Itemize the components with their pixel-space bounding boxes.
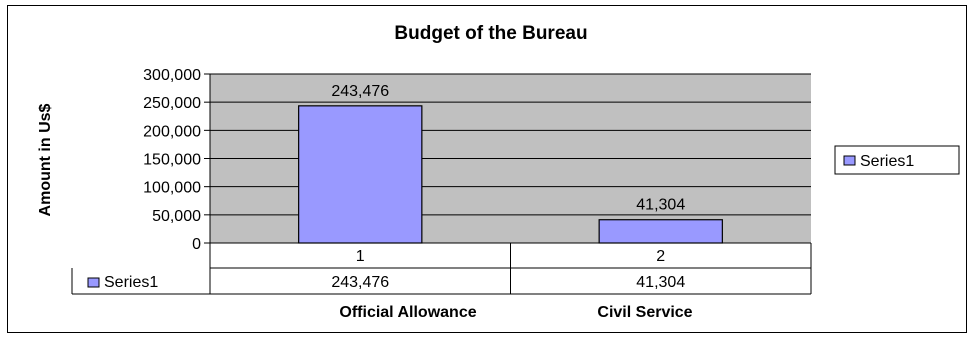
legend: Series1: [834, 145, 960, 175]
y-tick-label: 150,000: [143, 152, 201, 169]
y-tick-label: 100,000: [143, 180, 201, 197]
chart-title: Budget of the Bureau: [394, 23, 587, 44]
table-legend-key: [87, 277, 100, 288]
y-tick-label: 50,000: [152, 208, 201, 225]
data-label: 41,304: [636, 197, 685, 214]
table-value: 41,304: [636, 274, 685, 291]
category-name: Civil Service: [597, 304, 692, 321]
y-axis-title: Amount in Us$: [37, 103, 54, 216]
legend-label: Series1: [860, 153, 914, 170]
bar: [598, 219, 723, 244]
category-name: Official Allowance: [339, 304, 476, 321]
plot-area: 0 50,000 100,000 150,000 200,000 250,000 300,0…: [143, 67, 811, 253]
legend-box: [834, 145, 960, 175]
x-tick-label: 1: [356, 248, 365, 265]
data-table: 1 243,476 2 41,304 Series1: [71, 243, 812, 295]
category-names: Official Allowance Civil Service: [339, 304, 692, 321]
table-value: 243,476: [331, 274, 389, 291]
y-tick-label: 300,000: [143, 67, 201, 84]
y-tick-label: 0: [192, 236, 201, 253]
x-tick-label: 2: [656, 248, 665, 265]
chart-frame: Budget of the Bureau 0 50,000 100,000 150,0…: [7, 5, 967, 333]
bar: [298, 105, 423, 244]
y-tick-label: 250,000: [143, 95, 201, 112]
y-tick-label: 200,000: [143, 123, 201, 140]
data-label: 243,476: [331, 83, 389, 100]
bar-chart: Budget of the Bureau 0 50,000 100,000 150,0…: [37, 23, 960, 321]
legend-swatch: [843, 155, 856, 166]
table-series-label: Series1: [104, 274, 158, 291]
